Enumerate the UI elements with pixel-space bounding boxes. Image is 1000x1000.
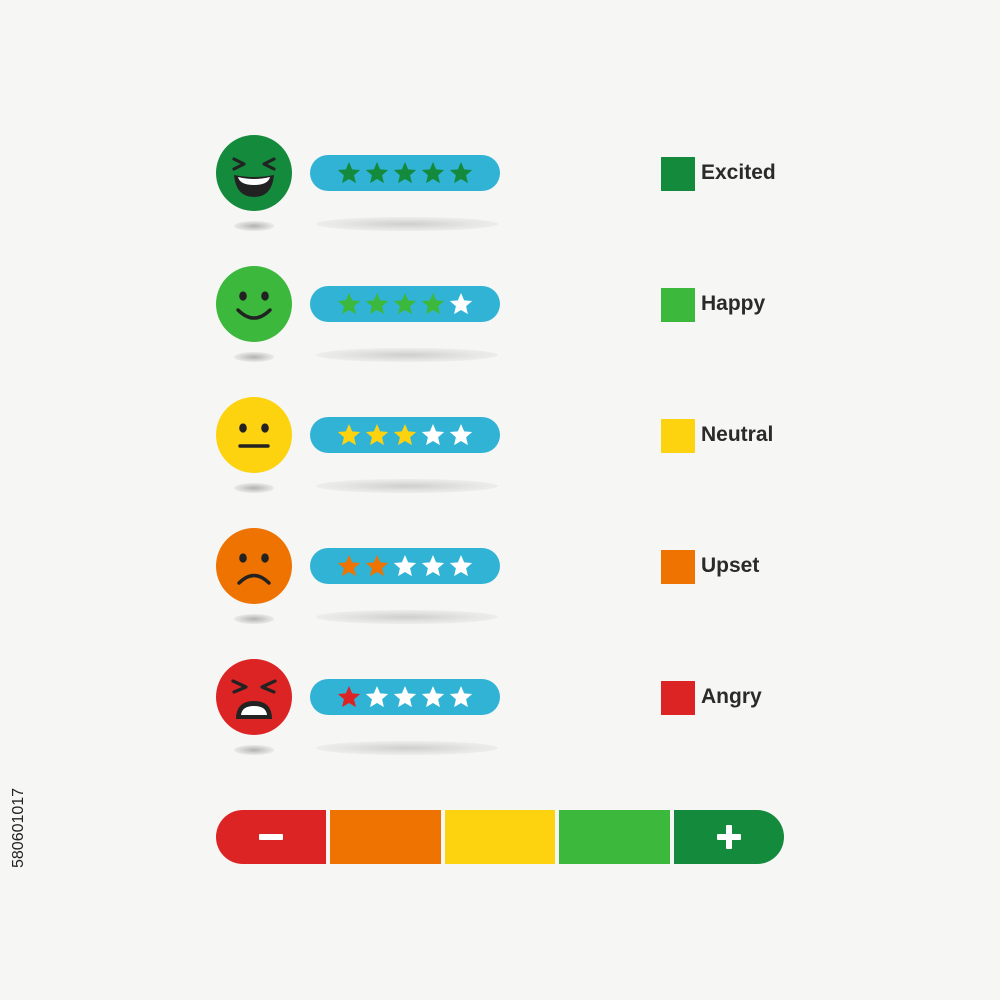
scale-segment-5 xyxy=(673,810,784,864)
empty-star-icon xyxy=(449,685,473,708)
face-shadow xyxy=(234,352,274,362)
filled-star-icon xyxy=(337,685,361,708)
rating-bar-shadow xyxy=(316,479,498,493)
filled-star-icon xyxy=(337,554,361,577)
empty-star-icon xyxy=(393,685,417,708)
minus-icon xyxy=(259,834,284,840)
filled-star-icon xyxy=(365,292,389,315)
satisfaction-scale xyxy=(216,810,784,864)
legend-label-angry: Angry xyxy=(701,685,762,708)
star-rating-bar xyxy=(310,155,500,191)
face-shadow xyxy=(234,483,274,493)
rating-bar-shadow xyxy=(316,610,498,624)
rating-bar-shadow xyxy=(316,217,498,231)
empty-star-icon xyxy=(365,685,389,708)
legend-label-excited: Excited xyxy=(701,161,776,184)
scale-segment-3 xyxy=(444,810,556,864)
legend-swatch-happy xyxy=(661,288,695,322)
filled-star-icon xyxy=(449,161,473,184)
smiling-face-icon xyxy=(216,266,292,342)
star-rating-bar xyxy=(310,286,500,322)
star-rating-bar xyxy=(310,548,500,584)
plus-icon xyxy=(716,825,741,849)
star-rating-bar xyxy=(310,417,500,453)
scale-segment-1 xyxy=(216,810,327,864)
empty-star-icon xyxy=(393,554,417,577)
empty-star-icon xyxy=(421,554,445,577)
rating-row-upset: Upset xyxy=(0,528,1000,648)
rating-row-angry: Angry xyxy=(0,659,1000,779)
rating-row-happy: Happy xyxy=(0,266,1000,386)
legend-label-happy: Happy xyxy=(701,292,766,315)
empty-star-icon xyxy=(421,423,445,446)
rating-row-excited: Excited xyxy=(0,135,1000,255)
face-shadow xyxy=(234,221,274,231)
neutral-face-icon xyxy=(216,397,292,473)
laughing-face-icon xyxy=(216,135,292,211)
filled-star-icon xyxy=(393,292,417,315)
star-rating-bar xyxy=(310,679,500,715)
empty-star-icon xyxy=(421,685,445,708)
rating-bar-shadow xyxy=(316,348,498,362)
empty-star-icon xyxy=(449,423,473,446)
legend-label-upset: Upset xyxy=(701,554,760,577)
empty-star-icon xyxy=(449,292,473,315)
filled-star-icon xyxy=(337,423,361,446)
legend-swatch-excited xyxy=(661,157,695,191)
legend-swatch-neutral xyxy=(661,419,695,453)
filled-star-icon xyxy=(365,161,389,184)
filled-star-icon xyxy=(421,292,445,315)
filled-star-icon xyxy=(365,423,389,446)
face-shadow xyxy=(234,614,274,624)
legend-label-neutral: Neutral xyxy=(701,423,774,446)
face-shadow xyxy=(234,745,274,755)
scale-segment-2 xyxy=(330,810,441,864)
filled-star-icon xyxy=(365,554,389,577)
legend-swatch-angry xyxy=(661,681,695,715)
filled-star-icon xyxy=(393,423,417,446)
stock-id: 580601017 xyxy=(10,787,27,869)
scale-segment-4 xyxy=(559,810,670,864)
filled-star-icon xyxy=(337,161,361,184)
filled-star-icon xyxy=(337,292,361,315)
empty-star-icon xyxy=(449,554,473,577)
filled-star-icon xyxy=(393,161,417,184)
legend-swatch-upset xyxy=(661,550,695,584)
filled-star-icon xyxy=(421,161,445,184)
angry-face-icon xyxy=(216,659,292,735)
rating-row-neutral: Neutral xyxy=(0,397,1000,517)
frowning-face-icon xyxy=(216,528,292,604)
rating-bar-shadow xyxy=(316,741,498,755)
